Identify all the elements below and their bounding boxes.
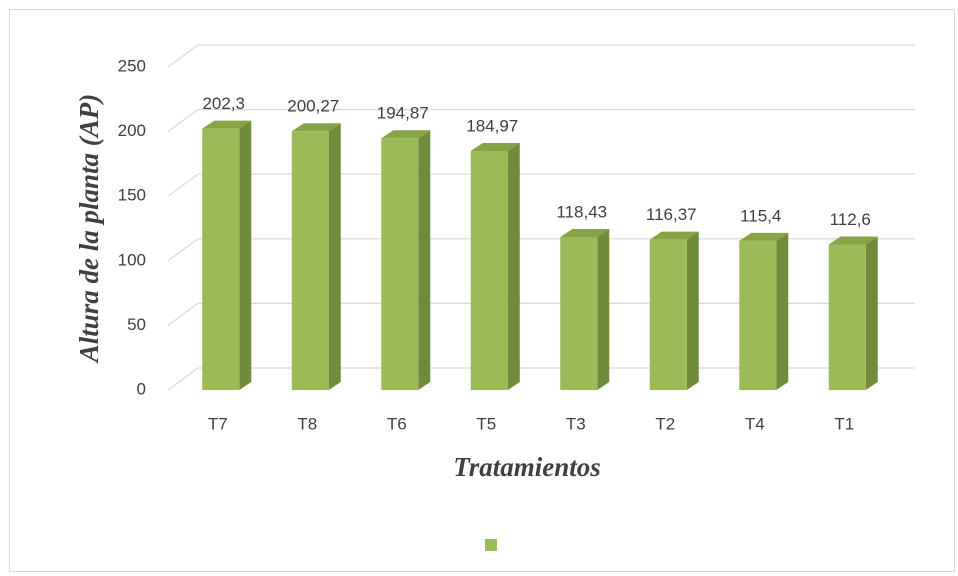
- bar-side: [507, 143, 520, 390]
- y-axis-title: Altura de la planta (AP): [74, 94, 104, 365]
- data-label: 202,3: [202, 94, 245, 113]
- bar-top: [381, 130, 431, 139]
- x-tick-label: T6: [387, 414, 407, 433]
- bar: [202, 128, 240, 390]
- bar-side: [776, 232, 789, 390]
- bar-side: [328, 123, 341, 390]
- y-tick-label: 200: [118, 121, 146, 140]
- bar-top: [828, 236, 878, 245]
- bar-top: [649, 231, 699, 240]
- bar-side: [597, 228, 610, 390]
- y-tick-label: 100: [118, 250, 146, 269]
- x-axis-title: Tratamientos: [453, 452, 601, 482]
- bar-top: [202, 120, 252, 129]
- y-tick-label: 150: [118, 186, 146, 205]
- x-tick-label: T8: [297, 414, 317, 433]
- bar: [649, 239, 687, 390]
- data-label: 112,6: [830, 210, 871, 229]
- bar: [739, 240, 777, 390]
- bar-top: [470, 143, 520, 152]
- bar-top: [560, 228, 610, 237]
- data-label: 116,37: [646, 205, 697, 224]
- bar-top: [739, 232, 789, 241]
- x-tick-label: T7: [208, 414, 228, 433]
- bar: [828, 244, 866, 390]
- legend-swatch: [485, 539, 497, 551]
- y-tick-label: 50: [127, 315, 146, 334]
- bar: [560, 236, 598, 390]
- bar-top: [291, 123, 341, 132]
- bar-side: [239, 120, 252, 390]
- bar: [381, 138, 419, 390]
- y-tick-label: 250: [118, 56, 146, 75]
- x-tick-label: T3: [566, 414, 586, 433]
- bar-side: [686, 231, 699, 390]
- grid-line: [167, 44, 915, 68]
- bar-side: [418, 130, 431, 390]
- x-tick-label: T4: [745, 414, 765, 433]
- x-tick-label: T2: [655, 414, 675, 433]
- data-label: 184,97: [466, 117, 518, 136]
- x-tick-label: T5: [476, 414, 496, 433]
- y-tick-label: 0: [137, 379, 146, 398]
- grid-line: [167, 108, 915, 133]
- data-label: 194,87: [377, 104, 429, 123]
- data-label: 200,27: [287, 97, 339, 116]
- data-label: 115,4: [740, 206, 781, 225]
- bar-side: [865, 236, 878, 390]
- bar: [470, 151, 508, 390]
- grid-line: [167, 173, 915, 197]
- data-label: 118,43: [556, 202, 607, 221]
- x-tick-label: T1: [834, 414, 854, 433]
- bar: [291, 131, 329, 390]
